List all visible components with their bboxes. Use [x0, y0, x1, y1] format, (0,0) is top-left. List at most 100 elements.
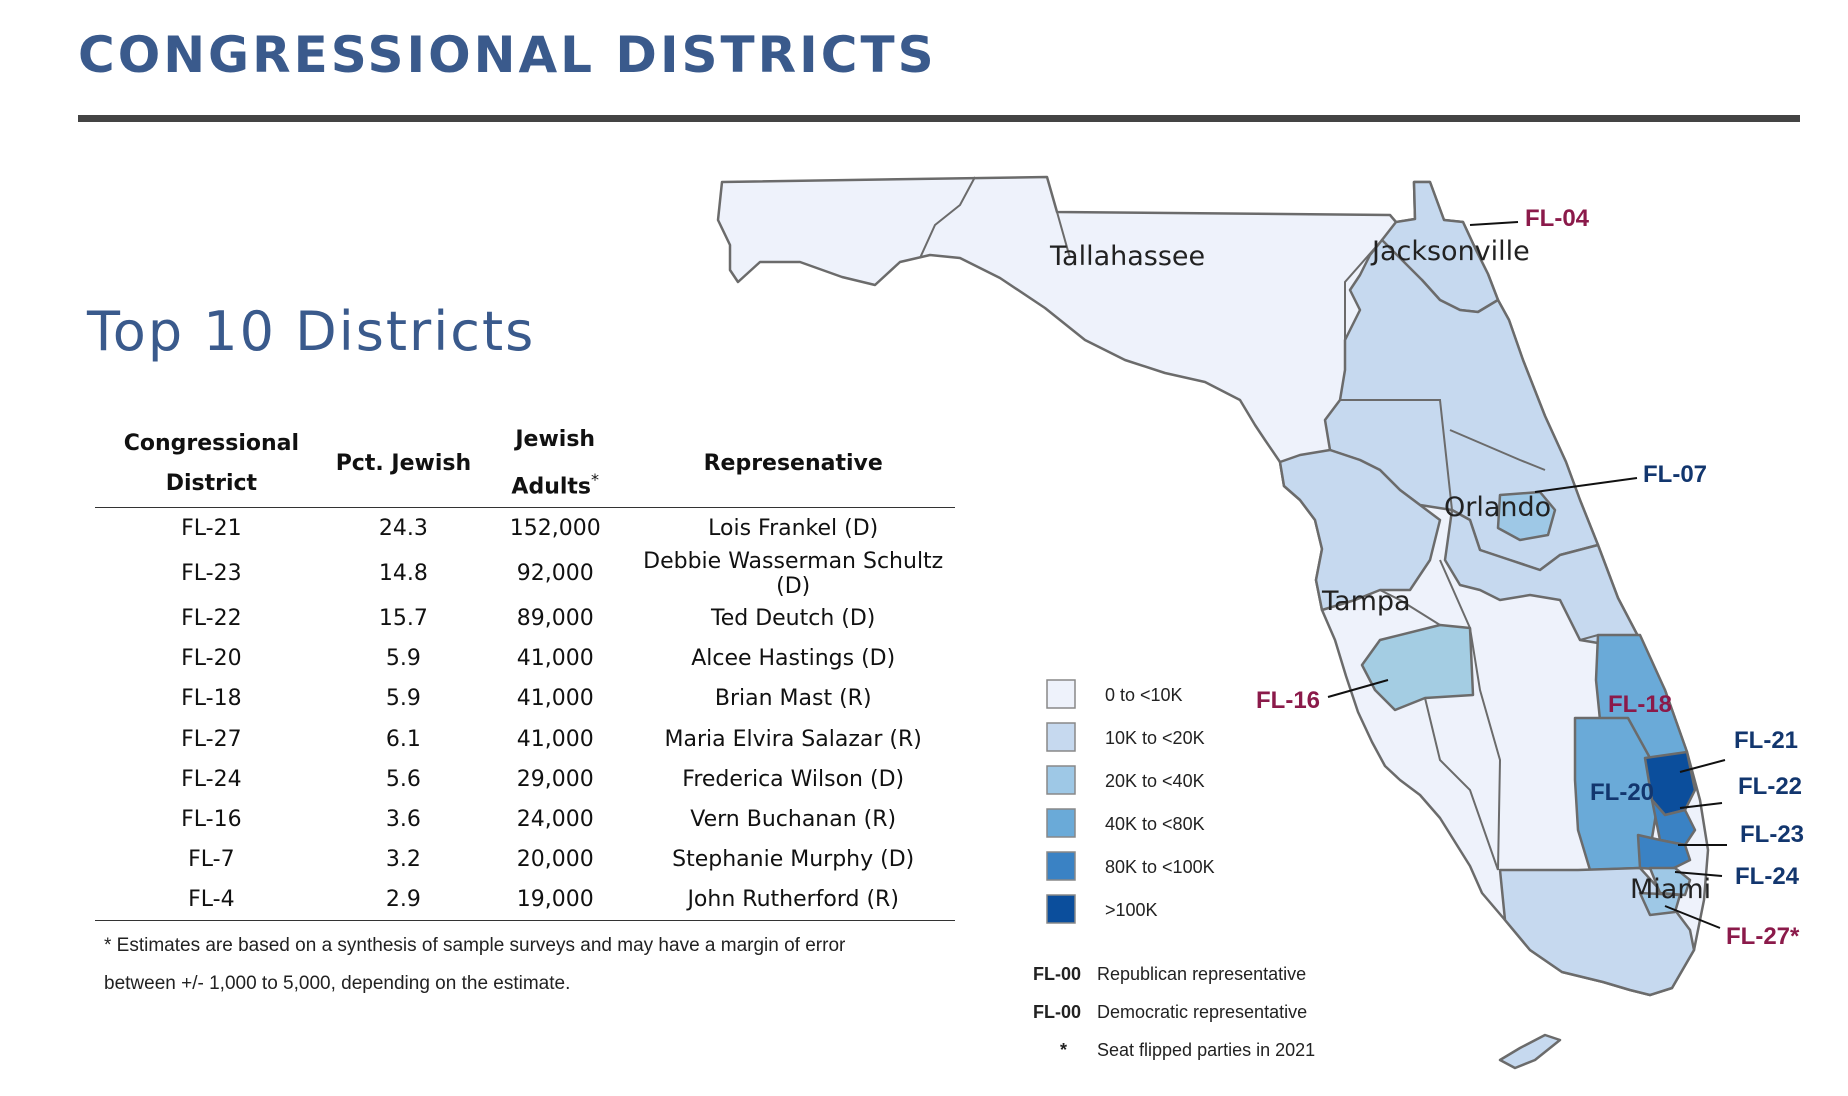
cell-adults: 19,000 — [479, 879, 632, 922]
cell-district: FL-18 — [181, 686, 242, 712]
header-district-line1: Congressional — [123, 430, 300, 456]
border-southwest — [1424, 697, 1499, 871]
table-row: FL-4 2.9 19,000 John Rutherford (R) — [95, 879, 955, 922]
table-row: FL-24 5.6 29,000 Frederica Wilson (D) — [95, 759, 955, 799]
cell-pct: 3.2 — [385, 847, 421, 873]
legend-bin-label: 40K to <80K — [1105, 814, 1205, 834]
legend-bin-label: >100K — [1105, 900, 1158, 920]
legend-swatch — [1046, 851, 1076, 881]
cell-adults: 152,000 — [509, 515, 601, 541]
cell-rep: Brian Mast (R) — [714, 686, 872, 712]
cell-pct: 3.6 — [385, 807, 421, 833]
district-label-fl04: FL-04 — [1525, 205, 1590, 232]
border-central-south — [1439, 559, 1502, 871]
cell-adults: 41,000 — [516, 686, 594, 712]
district-label-fl20: FL-20 — [1590, 779, 1654, 806]
header-district: Congressional District — [95, 420, 328, 509]
border-panhandle-west — [919, 176, 976, 259]
cell-district: FL-23 — [181, 561, 242, 587]
city-label-orlando: Orlando — [1444, 492, 1551, 523]
cell-district: FL-27 — [181, 726, 242, 752]
district-fl24-region — [1648, 866, 1692, 897]
legend-swatch — [1046, 894, 1076, 924]
cell-district: FL-4 — [95, 879, 328, 922]
cell-district: FL-20 — [181, 646, 242, 672]
leader-line-fl22 — [1679, 802, 1723, 809]
district-label-fl24: FL-24 — [1735, 863, 1800, 890]
city-label-jacksonville: Jacksonville — [1370, 236, 1530, 267]
cell-adults: 92,000 — [516, 561, 594, 587]
table-header: Congressional District Pct. Jewish Jewis… — [95, 420, 955, 509]
table-row: FL-27 6.1 41,000 Maria Elvira Salazar (R) — [95, 719, 955, 759]
cell-rep: Alcee Hastings (D) — [691, 646, 896, 672]
cell-rep: Debbie Wasserman Schultz (D) — [643, 548, 944, 599]
city-label-tampa: Tampa — [1321, 586, 1411, 617]
header-rep: Represenative — [631, 420, 955, 509]
district-label-fl23: FL-23 — [1740, 821, 1804, 848]
leader-line-fl07 — [1534, 477, 1638, 493]
district-fl23-region — [1636, 833, 1692, 872]
table-row: FL-16 3.6 24,000 Vern Buchanan (R) — [95, 799, 955, 839]
cell-district: FL-16 — [181, 807, 242, 833]
cell-rep: Lois Frankel (D) — [708, 515, 879, 541]
table-row: FL-20 5.9 41,000 Alcee Hastings (D) — [95, 639, 955, 679]
district-label-fl18: FL-18 — [1608, 691, 1672, 718]
legend-swatch — [1046, 765, 1076, 795]
cell-rep: Frederica Wilson (D) — [682, 766, 905, 792]
cell-adults: 24,000 — [516, 807, 594, 833]
district-borders — [919, 176, 1599, 871]
cell-rep: John Rutherford (R) — [631, 879, 955, 922]
legend-bin-label: 20K to <40K — [1105, 771, 1205, 791]
table-header-row: Congressional District Pct. Jewish Jewis… — [95, 420, 955, 509]
cell-adults: 29,000 — [516, 766, 594, 792]
top-districts-table: Congressional District Pct. Jewish Jewis… — [95, 420, 955, 922]
cell-adults: 41,000 — [516, 726, 594, 752]
city-label-miami: Miami — [1630, 874, 1711, 905]
district-label-fl22: FL-22 — [1738, 773, 1802, 800]
legend-flip-mark: * — [1060, 1040, 1067, 1060]
cell-pct: 14.8 — [378, 561, 428, 587]
cell-pct: 15.7 — [378, 606, 428, 632]
cell-district: FL-22 — [181, 606, 242, 632]
header-adults-asterisk: * — [591, 470, 600, 489]
legend-swatch — [1046, 679, 1076, 709]
cell-pct: 2.9 — [327, 879, 480, 922]
legend-rep-code: FL-00 — [1033, 964, 1081, 984]
header-district-line2: District — [165, 470, 258, 496]
legend-dem-code: FL-00 — [1033, 1002, 1081, 1022]
header-adults-line1: Jewish — [515, 427, 596, 452]
cell-rep: Vern Buchanan (R) — [690, 807, 897, 833]
leader-line-fl04 — [1469, 221, 1519, 226]
legend-swatch — [1046, 722, 1076, 752]
cell-adults: 89,000 — [516, 606, 594, 632]
cell-district: FL-24 — [181, 766, 242, 792]
cell-pct: 6.1 — [385, 726, 421, 752]
table-row: FL-23 14.8 92,000 Debbie Wasserman Schultz … — [95, 549, 955, 599]
legend-party: FL-00 Republican representative FL-00 De… — [1033, 964, 1315, 1060]
legend-bin-label: 0 to <10K — [1105, 685, 1183, 705]
table-row: FL-18 5.9 41,000 Brian Mast (R) — [95, 679, 955, 719]
leader-line-fl16 — [1327, 679, 1389, 698]
cell-district: FL-21 — [181, 515, 242, 541]
florida-keys — [1498, 1033, 1562, 1070]
footnote-line2: between +/- 1,000 to 5,000, depending on… — [104, 973, 571, 994]
leader-line-fl27 — [1664, 905, 1721, 929]
table-row: FL-21 24.3 152,000 Lois Frankel (D) — [95, 508, 955, 549]
page-title: CONGRESSIONAL DISTRICTS — [78, 26, 937, 84]
cell-pct: 5.6 — [385, 766, 421, 792]
leader-line-fl24 — [1674, 871, 1723, 877]
cell-rep: Maria Elvira Salazar (R) — [664, 726, 922, 752]
table-row: FL-7 3.2 20,000 Stephanie Murphy (D) — [95, 840, 955, 880]
cell-adults: 20,000 — [516, 847, 594, 873]
cell-pct: 24.3 — [378, 515, 428, 541]
table-body: FL-21 24.3 152,000 Lois Frankel (D) FL-23 14.… — [95, 508, 955, 922]
district-label-fl16: FL-16 — [1256, 687, 1320, 714]
header-adults-line2: Adults — [511, 474, 592, 500]
cell-pct: 5.9 — [385, 686, 421, 712]
header-pct: Pct. Jewish — [327, 420, 480, 509]
footnote-line1: * Estimates are based on a synthesis of … — [104, 935, 846, 956]
cell-district: FL-7 — [188, 847, 235, 873]
city-label-tallahassee: Tallahassee — [1049, 241, 1205, 272]
district-label-fl07: FL-07 — [1643, 461, 1707, 488]
